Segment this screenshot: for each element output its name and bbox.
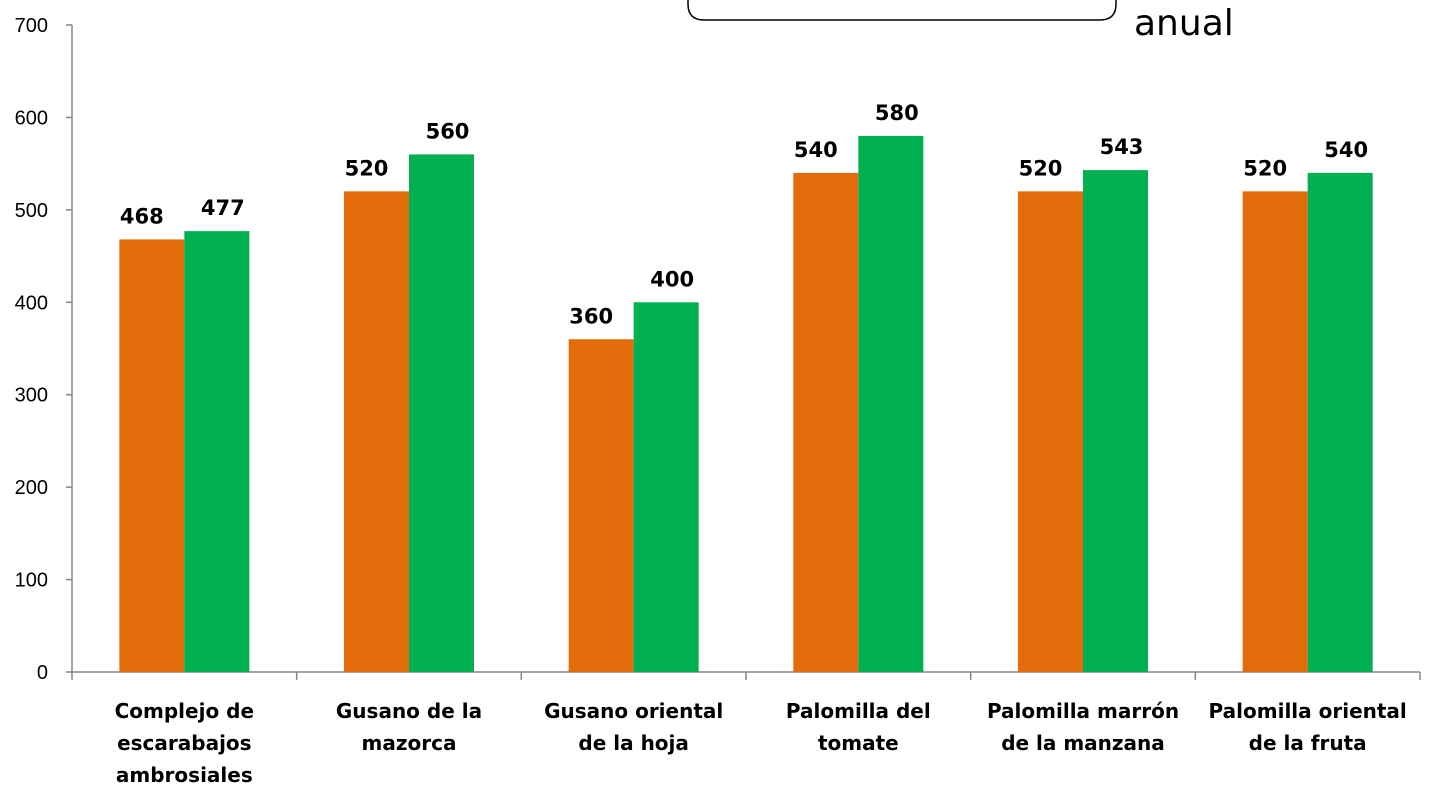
bar bbox=[793, 172, 859, 672]
x-category-label: de la hoja bbox=[578, 731, 689, 755]
y-tick-label: 600 bbox=[15, 107, 48, 129]
bar bbox=[1083, 170, 1148, 672]
bar bbox=[1307, 172, 1373, 672]
bar bbox=[1018, 191, 1083, 672]
x-category-label: ambrosiales bbox=[116, 763, 253, 787]
x-category-label: Gusano de la bbox=[336, 699, 482, 723]
x-category-label: mazorca bbox=[362, 731, 457, 755]
y-tick-label: 200 bbox=[15, 477, 48, 499]
callout-box bbox=[687, 0, 1117, 21]
data-label: 468 bbox=[120, 204, 164, 228]
y-tick-label: 0 bbox=[37, 662, 48, 684]
data-label: 580 bbox=[875, 101, 919, 125]
data-label: 560 bbox=[426, 119, 470, 143]
data-label: 477 bbox=[201, 196, 245, 220]
data-label: 520 bbox=[345, 156, 389, 180]
x-category-label: Gusano oriental bbox=[544, 699, 723, 723]
bar bbox=[184, 231, 250, 672]
data-label: 520 bbox=[1243, 156, 1287, 180]
x-category-label: escarabajos bbox=[117, 731, 252, 755]
x-category-label: tomate bbox=[818, 731, 899, 755]
data-label: 540 bbox=[794, 138, 838, 162]
x-category-label: de la manzana bbox=[1001, 731, 1165, 755]
data-label: 400 bbox=[650, 267, 694, 291]
y-tick-label: 100 bbox=[15, 570, 48, 592]
x-category-label: Palomilla marrón bbox=[987, 699, 1179, 723]
bar bbox=[858, 135, 924, 672]
callout: anual bbox=[687, 0, 1234, 44]
data-label: 360 bbox=[569, 304, 613, 328]
x-category-label: de la fruta bbox=[1249, 731, 1367, 755]
bar bbox=[344, 191, 409, 672]
x-category-label: Complejo de bbox=[115, 699, 254, 723]
data-label: 520 bbox=[1019, 156, 1063, 180]
bar bbox=[633, 302, 699, 672]
y-tick-label: 700 bbox=[15, 15, 48, 37]
y-tick-label: 500 bbox=[15, 200, 48, 222]
bar bbox=[568, 339, 634, 672]
bar bbox=[1242, 191, 1308, 672]
x-category-label: Palomilla del bbox=[786, 699, 931, 723]
x-category-label: Palomilla oriental bbox=[1209, 699, 1407, 723]
data-label: 543 bbox=[1100, 135, 1144, 159]
y-tick-label: 400 bbox=[15, 292, 48, 314]
bar bbox=[409, 154, 474, 672]
bar bbox=[119, 239, 185, 673]
data-label: 540 bbox=[1324, 138, 1368, 162]
callout-text: anual bbox=[1134, 3, 1234, 44]
y-tick-label: 300 bbox=[15, 385, 48, 407]
